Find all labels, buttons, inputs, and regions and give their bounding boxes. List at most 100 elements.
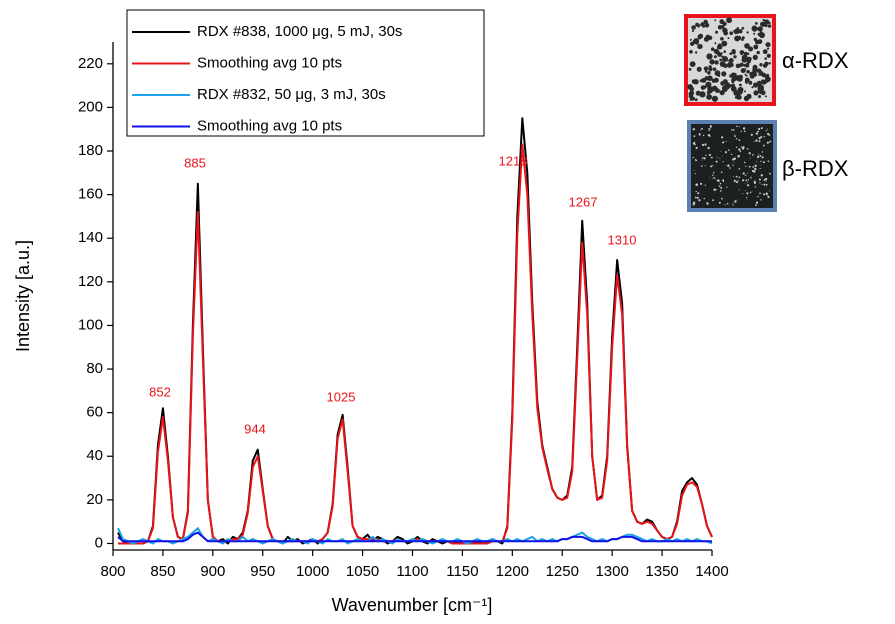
speckle: [740, 130, 742, 133]
speckle: [765, 180, 767, 182]
x-tick-label: 1000: [296, 563, 329, 580]
speckle: [748, 46, 754, 52]
speckle: [769, 141, 771, 143]
speckle: [738, 139, 741, 142]
speckle: [744, 174, 747, 176]
speckle: [707, 146, 710, 150]
x-axis-title: Wavenumber [cm⁻¹]: [332, 595, 493, 615]
speckle: [734, 95, 738, 99]
speckle: [695, 159, 697, 162]
series-line: [117, 143, 713, 545]
series-line: [117, 531, 712, 543]
inset-label: α-RDX: [782, 48, 849, 73]
speckle: [762, 18, 765, 22]
speckle: [711, 178, 713, 179]
speckle: [740, 68, 746, 74]
speckle: [704, 70, 708, 73]
speckle: [760, 160, 762, 163]
y-tick-label: 160: [78, 186, 103, 203]
speckle: [741, 57, 748, 63]
speckle: [760, 90, 766, 96]
speckle: [747, 179, 750, 181]
speckle: [747, 182, 748, 184]
speckle: [697, 25, 700, 28]
speckle: [701, 143, 705, 146]
speckle: [768, 134, 771, 136]
speckle: [731, 129, 733, 131]
speckle: [707, 71, 711, 75]
speckle: [742, 172, 745, 175]
speckle: [695, 183, 698, 186]
speckle: [710, 165, 713, 168]
speckle: [737, 156, 739, 158]
peak-label: 944: [244, 421, 266, 436]
speckle: [695, 41, 699, 45]
x-tick-label: 1250: [546, 563, 579, 580]
speckle: [744, 68, 747, 70]
speckle: [765, 192, 768, 195]
speckle: [742, 193, 744, 195]
legend-label: Smoothing avg 10 pts: [197, 117, 342, 134]
y-axis-title: Intensity [a.u.]: [13, 240, 33, 352]
y-tick-label: 180: [78, 142, 103, 159]
speckle: [745, 197, 748, 199]
speckle: [743, 95, 750, 102]
speckle: [714, 70, 721, 77]
speckle: [708, 153, 712, 157]
speckle: [756, 161, 758, 163]
speckle: [760, 136, 763, 139]
speckle: [766, 53, 771, 58]
speckle: [726, 19, 729, 22]
speckle: [703, 197, 705, 200]
speckle: [703, 66, 709, 71]
speckle: [727, 59, 730, 62]
speckle: [720, 171, 723, 173]
speckle: [761, 87, 764, 90]
inset-image: [687, 120, 777, 212]
speckle: [752, 54, 758, 61]
speckle: [699, 79, 703, 83]
speckle: [701, 127, 703, 130]
speckle: [733, 133, 735, 135]
speckle: [695, 51, 698, 54]
speckle: [763, 193, 766, 196]
y-tick-label: 220: [78, 55, 103, 72]
speckle: [716, 50, 719, 54]
speckle: [714, 42, 717, 45]
speckle: [749, 157, 751, 159]
speckle: [760, 199, 762, 201]
speckle: [753, 84, 756, 87]
y-tick-label: 40: [86, 447, 103, 464]
speckle: [724, 151, 728, 154]
x-tick-label: 1200: [496, 563, 529, 580]
speckle: [719, 90, 725, 96]
speckle: [750, 176, 752, 179]
speckle: [713, 188, 716, 191]
speckle: [741, 26, 745, 30]
speckle: [712, 165, 714, 167]
speckle: [757, 83, 761, 87]
x-tick-label: 1050: [346, 563, 379, 580]
speckle: [752, 154, 754, 156]
speckle: [748, 152, 751, 155]
speckle: [710, 47, 715, 51]
speckle: [693, 141, 696, 144]
speckle: [699, 182, 703, 185]
speckle: [734, 135, 736, 138]
speckle: [763, 179, 766, 181]
speckle: [737, 154, 740, 158]
speckle: [722, 180, 725, 183]
speckle: [704, 23, 710, 28]
inset-label: β-RDX: [782, 156, 849, 181]
speckle: [759, 182, 761, 184]
y-tick-label: 0: [95, 534, 103, 551]
speckle: [736, 199, 738, 201]
speckle: [703, 19, 708, 25]
speckle: [709, 59, 715, 65]
speckle: [736, 27, 739, 29]
speckle: [707, 75, 713, 81]
speckle: [717, 25, 723, 30]
speckle: [732, 203, 734, 205]
speckle: [752, 166, 755, 168]
speckle: [737, 179, 739, 181]
